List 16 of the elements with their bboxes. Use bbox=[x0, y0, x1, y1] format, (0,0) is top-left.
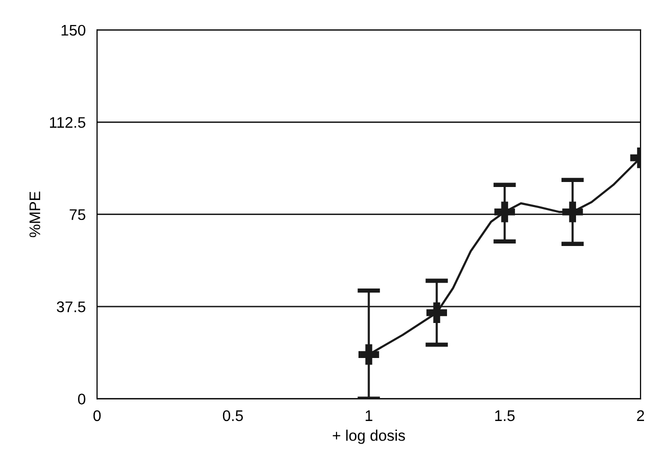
point bbox=[562, 202, 583, 222]
y-tick-label: 150 bbox=[62, 24, 86, 36]
x-tick-label: 2 bbox=[637, 410, 644, 421]
y-tick-label: 112.5 bbox=[50, 117, 86, 128]
x-tick-label: 0 bbox=[93, 410, 101, 422]
x-tick-label: 1.5 bbox=[495, 410, 515, 422]
point bbox=[358, 344, 380, 365]
y-axis-title: %MPE bbox=[30, 192, 40, 238]
y-tick-label: 0 bbox=[78, 394, 86, 404]
x-tick-label: 0.5 bbox=[222, 410, 243, 422]
y-tick-label: 37.5 bbox=[56, 301, 86, 312]
point bbox=[494, 202, 515, 222]
x-axis-title: + log dosis bbox=[332, 430, 405, 444]
x-tick-label: 1 bbox=[366, 410, 372, 421]
y-tick-label: 75 bbox=[70, 209, 86, 220]
point bbox=[426, 302, 448, 324]
